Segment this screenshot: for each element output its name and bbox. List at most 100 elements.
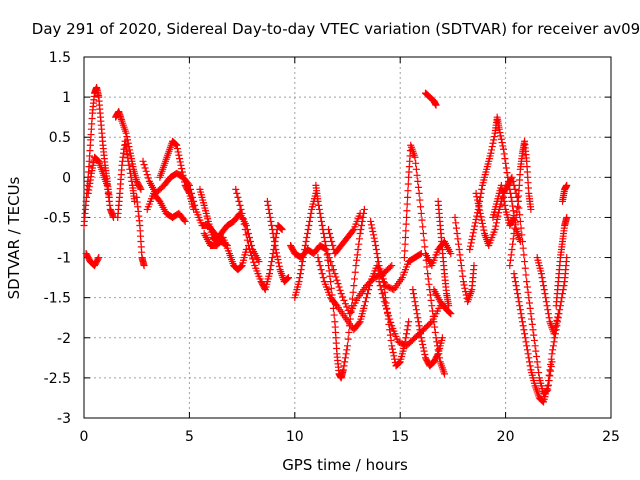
data-point xyxy=(180,216,188,224)
data-point xyxy=(430,318,438,326)
data-point xyxy=(273,252,281,260)
data-point xyxy=(540,282,548,290)
data-point xyxy=(181,217,189,225)
data-point xyxy=(386,315,394,323)
data-point xyxy=(521,264,529,272)
data-point xyxy=(178,168,186,176)
data-point xyxy=(516,302,524,310)
data-point xyxy=(381,302,389,310)
data-point xyxy=(492,219,500,227)
data-point xyxy=(494,212,502,220)
data-point xyxy=(530,331,538,339)
data-point xyxy=(551,326,559,334)
data-point xyxy=(325,262,333,270)
data-point xyxy=(243,236,251,244)
data-point xyxy=(403,207,411,215)
y-tick-label: -2 xyxy=(57,331,71,347)
data-point xyxy=(523,283,531,291)
data-point xyxy=(540,286,548,294)
data-point xyxy=(525,354,533,362)
data-point xyxy=(518,238,526,246)
data-point xyxy=(242,246,250,254)
data-point xyxy=(410,290,418,298)
data-point xyxy=(509,240,517,248)
data-point xyxy=(403,330,411,338)
data-point xyxy=(497,181,505,189)
data-point xyxy=(500,150,508,158)
series-s6 xyxy=(133,193,148,270)
data-point xyxy=(173,141,181,149)
data-point xyxy=(525,358,533,366)
data-point xyxy=(268,258,276,266)
data-point xyxy=(174,148,182,156)
data-point xyxy=(95,254,103,262)
data-point xyxy=(344,342,351,350)
data-point xyxy=(140,161,148,169)
data-point xyxy=(283,275,291,283)
data-point xyxy=(173,145,181,153)
data-point xyxy=(94,255,102,263)
data-point xyxy=(300,250,308,258)
data-point xyxy=(525,294,533,302)
data-point xyxy=(432,101,440,109)
data-point xyxy=(387,336,395,344)
data-point xyxy=(245,245,253,253)
data-point xyxy=(503,169,511,177)
data-point xyxy=(321,238,329,246)
data-point xyxy=(550,330,558,338)
data-point xyxy=(469,229,477,237)
data-point xyxy=(331,270,339,278)
data-point xyxy=(419,340,427,348)
data-point xyxy=(404,193,412,201)
data-point xyxy=(472,215,480,223)
x-axis: 0 5 10 15 20 25 xyxy=(80,57,620,445)
data-point xyxy=(512,282,520,290)
data-point xyxy=(322,246,330,254)
data-point xyxy=(380,298,388,306)
series-s33 xyxy=(533,254,562,338)
data-point xyxy=(364,290,372,298)
series-s16 xyxy=(312,181,368,382)
data-point xyxy=(498,139,506,147)
series-s17 xyxy=(314,254,413,370)
data-point xyxy=(473,193,481,201)
data-point xyxy=(455,246,463,254)
data-point xyxy=(302,238,310,246)
series-s13 xyxy=(263,197,292,286)
data-point xyxy=(356,209,364,217)
plot-frame xyxy=(83,56,612,419)
data-point xyxy=(177,161,185,169)
data-point xyxy=(343,303,351,311)
data-point xyxy=(268,221,276,229)
data-point xyxy=(549,346,557,354)
data-point xyxy=(417,334,425,342)
data-point xyxy=(447,250,455,258)
data-point xyxy=(340,296,348,304)
data-point xyxy=(527,310,535,318)
series-s15 xyxy=(291,189,320,302)
data-point xyxy=(480,226,488,234)
data-point xyxy=(454,235,462,243)
data-point xyxy=(355,235,363,243)
data-point xyxy=(539,278,547,286)
data-point xyxy=(341,300,349,308)
data-point xyxy=(490,133,498,141)
data-point xyxy=(414,314,422,322)
data-point xyxy=(506,262,514,270)
data-point xyxy=(128,177,136,185)
data-point xyxy=(552,320,560,328)
data-point xyxy=(335,283,343,291)
data-point xyxy=(353,256,361,264)
data-point xyxy=(125,161,133,169)
data-point xyxy=(345,328,353,336)
data-point xyxy=(458,267,466,275)
data-point xyxy=(343,346,351,354)
data-point xyxy=(415,189,423,197)
data-point xyxy=(516,217,524,225)
y-tick-label: -1.5 xyxy=(44,291,71,307)
series-s24 xyxy=(421,89,440,109)
data-point xyxy=(499,145,507,153)
data-point xyxy=(459,278,467,286)
data-point xyxy=(447,310,455,318)
